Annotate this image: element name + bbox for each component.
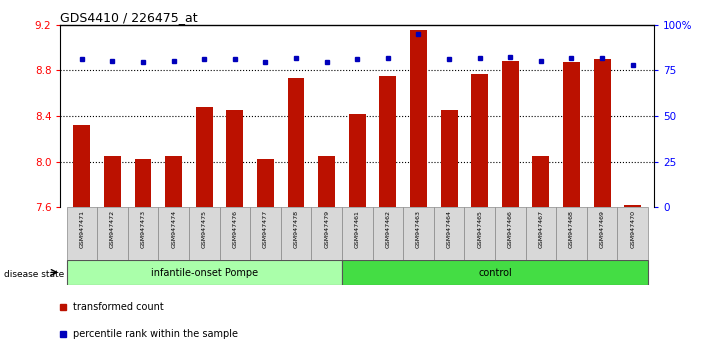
Bar <box>471 74 488 207</box>
Bar <box>495 207 525 260</box>
Bar <box>380 76 396 207</box>
Bar <box>288 78 304 207</box>
Text: GSM947475: GSM947475 <box>202 210 207 248</box>
Bar <box>342 260 648 285</box>
Bar <box>533 156 550 207</box>
Bar <box>250 207 281 260</box>
Text: GSM947467: GSM947467 <box>538 210 543 248</box>
Text: GSM947465: GSM947465 <box>477 210 482 247</box>
Bar <box>128 207 159 260</box>
Bar <box>319 156 335 207</box>
Bar <box>67 260 342 285</box>
Text: GSM947470: GSM947470 <box>630 210 635 248</box>
Text: GSM947479: GSM947479 <box>324 210 329 248</box>
Text: GSM947462: GSM947462 <box>385 210 390 248</box>
Bar <box>220 207 250 260</box>
Text: GSM947477: GSM947477 <box>263 210 268 248</box>
Text: control: control <box>478 268 512 278</box>
Bar <box>97 207 128 260</box>
Text: GSM947471: GSM947471 <box>80 210 85 248</box>
Text: transformed count: transformed count <box>73 302 164 312</box>
Bar <box>189 207 220 260</box>
Bar <box>373 207 403 260</box>
Bar <box>587 207 617 260</box>
Text: disease state: disease state <box>4 270 64 279</box>
Bar <box>525 207 556 260</box>
Bar <box>226 110 243 207</box>
Bar <box>196 107 213 207</box>
Bar <box>410 30 427 207</box>
Bar <box>342 207 373 260</box>
Bar <box>594 59 611 207</box>
Text: GSM947464: GSM947464 <box>447 210 451 248</box>
Bar <box>563 62 580 207</box>
Bar <box>617 207 648 260</box>
Bar <box>434 207 464 260</box>
Text: percentile rank within the sample: percentile rank within the sample <box>73 329 238 339</box>
Text: GSM947468: GSM947468 <box>569 210 574 247</box>
Bar <box>349 114 365 207</box>
Bar <box>159 207 189 260</box>
Text: GSM947463: GSM947463 <box>416 210 421 248</box>
Bar <box>403 207 434 260</box>
Bar <box>165 156 182 207</box>
Text: GSM947473: GSM947473 <box>141 210 146 248</box>
Text: infantile-onset Pompe: infantile-onset Pompe <box>151 268 258 278</box>
Text: GSM947469: GSM947469 <box>599 210 604 248</box>
Text: GSM947478: GSM947478 <box>294 210 299 248</box>
Bar <box>556 207 587 260</box>
Bar <box>257 159 274 207</box>
Bar <box>441 110 457 207</box>
Bar <box>67 207 97 260</box>
Text: GSM947476: GSM947476 <box>232 210 237 248</box>
Text: GSM947466: GSM947466 <box>508 210 513 247</box>
Text: GSM947472: GSM947472 <box>110 210 115 248</box>
Bar <box>311 207 342 260</box>
Bar <box>624 205 641 207</box>
Bar <box>73 125 90 207</box>
Bar <box>134 159 151 207</box>
Bar <box>104 156 121 207</box>
Bar <box>464 207 495 260</box>
Text: GSM947474: GSM947474 <box>171 210 176 248</box>
Text: GDS4410 / 226475_at: GDS4410 / 226475_at <box>60 11 198 24</box>
Bar <box>281 207 311 260</box>
Text: GSM947461: GSM947461 <box>355 210 360 247</box>
Bar <box>502 61 519 207</box>
